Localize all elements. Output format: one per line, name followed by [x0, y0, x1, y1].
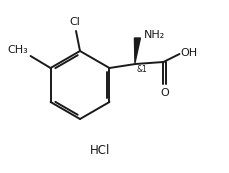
Polygon shape [134, 38, 140, 63]
Text: CH₃: CH₃ [8, 45, 28, 55]
Text: HCl: HCl [89, 144, 110, 157]
Text: NH₂: NH₂ [143, 30, 164, 40]
Text: O: O [160, 88, 169, 98]
Text: OH: OH [180, 48, 197, 58]
Text: Cl: Cl [69, 17, 80, 27]
Text: &1: &1 [136, 65, 147, 74]
